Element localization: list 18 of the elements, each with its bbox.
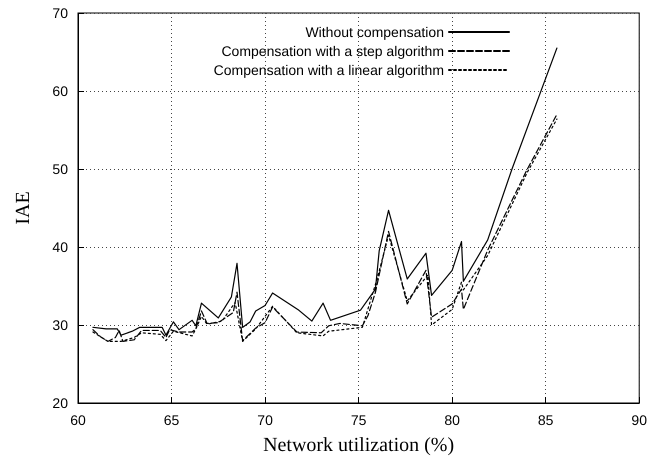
legend-label: Compensation with a linear algorithm xyxy=(214,62,444,78)
x-tick-label: 75 xyxy=(350,412,367,428)
x-tick-label: 90 xyxy=(631,412,648,428)
x-axis-title: Network utilization (%) xyxy=(263,434,454,456)
y-tick-label: 60 xyxy=(52,83,68,99)
y-tick-label: 20 xyxy=(52,395,68,411)
y-axis-title: IAE xyxy=(12,191,34,225)
x-tick-label: 65 xyxy=(164,412,180,428)
x-tick-label: 85 xyxy=(538,412,554,428)
y-tick-label: 70 xyxy=(52,5,68,21)
y-tick-label: 50 xyxy=(52,161,68,177)
x-tick-label: 60 xyxy=(70,412,86,428)
x-tick-label: 70 xyxy=(257,412,274,428)
legend-label: Without compensation xyxy=(305,24,444,40)
x-tick-label: 80 xyxy=(444,412,460,428)
y-tick-label: 30 xyxy=(52,317,68,333)
legend-label: Compensation with a step algorithm xyxy=(221,43,444,59)
y-tick-label: 40 xyxy=(52,239,68,255)
